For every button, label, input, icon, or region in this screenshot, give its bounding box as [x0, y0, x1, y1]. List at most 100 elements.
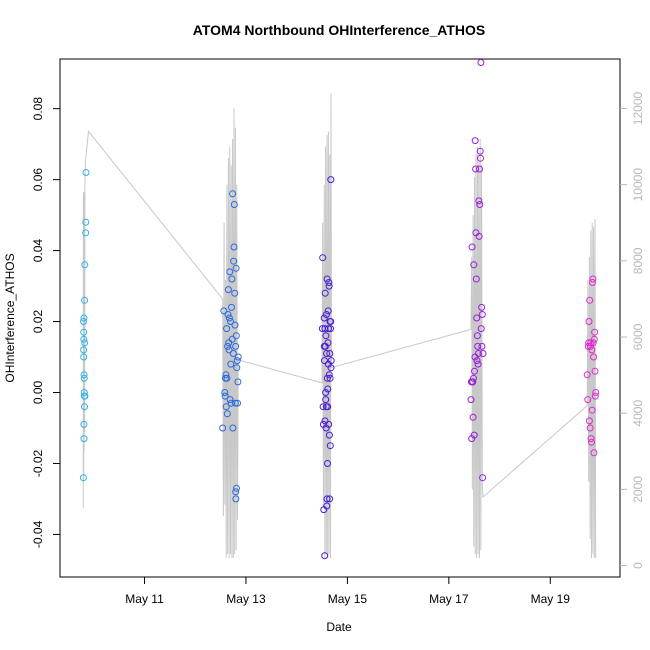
- data-point: [479, 474, 487, 482]
- data-point: [234, 399, 241, 407]
- data-point: [325, 282, 333, 290]
- data-point: [477, 59, 485, 66]
- data-point: [325, 420, 333, 428]
- data-point: [326, 350, 334, 357]
- data-point: [222, 371, 230, 379]
- data-point: [81, 261, 89, 269]
- data-point: [232, 488, 240, 496]
- data-point: [588, 346, 596, 354]
- data-point: [233, 364, 241, 372]
- x-axis-label: Date: [326, 620, 352, 634]
- data-point: [232, 495, 240, 503]
- data-point: [80, 374, 88, 382]
- data-point: [323, 502, 331, 510]
- y-axis: -0.04 -0.02 0.00 0.02 0.04 0.06 0.08: [31, 97, 61, 548]
- data-point: [81, 339, 89, 347]
- data-point: [472, 275, 480, 283]
- data-point: [474, 360, 482, 368]
- data-point: [226, 396, 234, 404]
- data-point: [468, 243, 476, 251]
- data-point: [230, 257, 238, 265]
- data-point: [230, 243, 238, 251]
- data-point: [478, 342, 486, 350]
- data-point: [224, 286, 232, 294]
- data-point: [586, 296, 594, 304]
- y2-tick-label: 12000: [631, 92, 645, 126]
- data-point: [319, 403, 327, 411]
- data-point: [234, 378, 242, 386]
- y-tick-label: 0.04: [31, 239, 45, 263]
- y2-axis: 0 2000 4000 6000 8000 10000 12000: [620, 92, 645, 569]
- data-point: [588, 438, 595, 446]
- data-point: [585, 417, 593, 425]
- data-point: [327, 364, 335, 372]
- data-point: [232, 264, 240, 272]
- data-point: [223, 410, 231, 418]
- data-point: [82, 229, 90, 237]
- data-point: [589, 339, 597, 347]
- data-point: [233, 484, 240, 492]
- data-point: [233, 357, 241, 365]
- y2-tick-label: 6000: [631, 323, 645, 350]
- data-point: [80, 420, 88, 428]
- data-point: [471, 137, 479, 145]
- data-point: [80, 346, 88, 354]
- data-point: [229, 190, 237, 198]
- data-point: [228, 335, 236, 343]
- data-point: [232, 342, 240, 350]
- data-point: [223, 325, 231, 333]
- y-tick-label: 0.08: [31, 97, 45, 121]
- data-point: [79, 474, 87, 482]
- data-point: [326, 442, 334, 450]
- data-point: [80, 371, 88, 379]
- data-point: [471, 367, 478, 375]
- data-point: [591, 367, 599, 375]
- data-point: [587, 339, 595, 347]
- data-point: [477, 154, 484, 162]
- data-point: [221, 392, 229, 400]
- x-tick-label: May 15: [328, 592, 368, 606]
- data-point: [592, 389, 600, 396]
- data-point: [324, 403, 332, 411]
- y-axis-label: OHInterference_ATHOS: [3, 253, 17, 382]
- data-point: [80, 353, 88, 361]
- data-point: [325, 279, 333, 286]
- plot-frame: [59, 58, 621, 578]
- y2-tick-label: 4000: [631, 400, 645, 427]
- data-point: [322, 311, 330, 318]
- data-point: [469, 378, 477, 386]
- data-point: [473, 314, 481, 322]
- data-point: [472, 165, 480, 173]
- data-point: [224, 311, 232, 318]
- line-series-layer: [82, 93, 597, 559]
- data-point: [320, 314, 328, 322]
- data-point: [327, 176, 335, 184]
- data-point: [477, 325, 485, 333]
- data-point: [223, 374, 231, 382]
- y2-tick-label: 2000: [631, 476, 645, 503]
- data-point: [325, 431, 333, 439]
- data-point: [476, 165, 483, 173]
- data-point: [469, 413, 477, 421]
- y-tick-label: 0.06: [31, 168, 45, 192]
- data-point: [327, 318, 335, 325]
- data-point: [220, 307, 228, 315]
- data-point: [226, 268, 234, 276]
- x-tick-label: May 11: [125, 592, 164, 606]
- data-point: [476, 201, 484, 208]
- data-point: [229, 424, 237, 432]
- data-point: [222, 403, 230, 411]
- data-point: [590, 335, 598, 343]
- data-point: [322, 396, 330, 404]
- data-point: [319, 254, 327, 262]
- data-point: [82, 218, 90, 226]
- data-point: [322, 389, 330, 396]
- data-point: [324, 339, 332, 347]
- data-point: [474, 342, 482, 350]
- data-point: [478, 311, 486, 318]
- data-point: [321, 289, 329, 297]
- y-tick-label: 0.02: [31, 310, 45, 334]
- data-point: [225, 314, 233, 322]
- data-point: [230, 201, 238, 208]
- data-point: [82, 169, 90, 176]
